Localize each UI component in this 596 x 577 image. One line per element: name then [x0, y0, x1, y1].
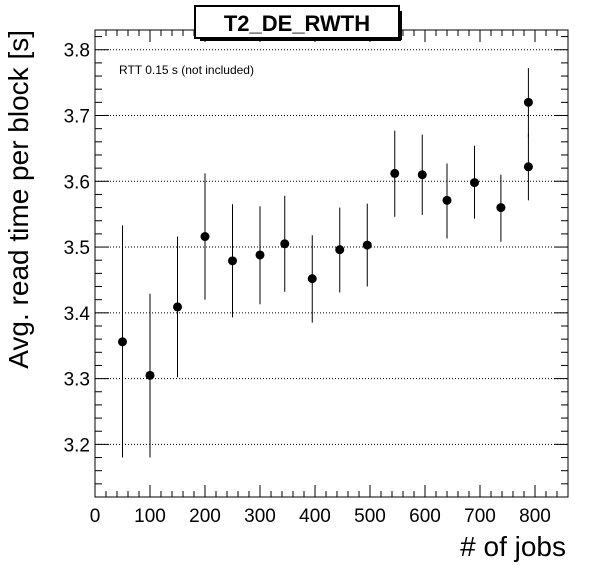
data-point-group: [173, 236, 182, 378]
x-tick-label: 600: [409, 506, 441, 527]
data-point: [523, 162, 533, 172]
y-axis-label: Avg. read time per block [s]: [3, 30, 34, 369]
data-point: [496, 203, 506, 213]
data-point-group: [280, 195, 290, 292]
data-point-group: [523, 133, 533, 201]
y-tick-label: 3.2: [64, 435, 90, 456]
x-tick-label: 400: [299, 506, 331, 527]
data-point: [470, 178, 479, 188]
data-point-group: [307, 235, 317, 323]
data-point: [362, 240, 372, 250]
y-tick-label: 3.3: [64, 370, 90, 391]
data-point: [118, 337, 127, 347]
data-point-group: [335, 207, 345, 293]
y-tick-label: 3.6: [64, 172, 90, 193]
y-tick-label: 3.8: [64, 41, 90, 62]
x-tick-label: 100: [134, 506, 166, 527]
axes: 0 100 200 300 400 500 600 700 800 3.2 3.3 3.4 3.5 3.6…: [64, 29, 569, 527]
x-tick-label: 200: [189, 506, 221, 527]
data-point-group: [228, 204, 237, 318]
data-point-group: [145, 293, 155, 458]
data-point-group: [200, 173, 210, 300]
y-tick-label: 3.7: [64, 107, 90, 128]
data-point-group: [390, 130, 400, 217]
x-tick-label: 500: [354, 506, 386, 527]
data-point-group: [255, 206, 265, 305]
x-tick-label: 700: [464, 506, 496, 527]
data-point: [200, 232, 210, 242]
data-point-group: [496, 174, 506, 242]
data-point: [335, 245, 345, 255]
data-point: [307, 274, 317, 284]
data-point: [228, 256, 237, 266]
y-tick-label: 3.5: [64, 238, 90, 259]
data-point: [173, 302, 182, 312]
grid: [95, 49, 568, 445]
rtt-annotation: RTT 0.15 s (not included): [119, 63, 254, 77]
x-axis-label: # of jobs: [460, 531, 566, 562]
data-point-group: [417, 134, 427, 215]
data-point-group: [523, 68, 533, 138]
title-box: [194, 5, 400, 39]
data-point: [442, 195, 452, 205]
data-point: [417, 170, 427, 180]
x-tick-label: 0: [90, 506, 101, 527]
data-point: [523, 97, 533, 107]
chart-title: T2_DE_RWTH: [224, 11, 370, 36]
data-point-group: [470, 145, 479, 219]
data-points: [118, 68, 533, 458]
x-tick-label: 300: [244, 506, 276, 527]
data-point: [145, 370, 155, 380]
data-point: [280, 239, 290, 249]
x-tick-label: 800: [519, 506, 551, 527]
y-tick-label: 3.4: [64, 304, 91, 325]
data-point-group: [442, 163, 452, 239]
data-point-group: [362, 203, 372, 287]
data-point-group: [118, 225, 127, 458]
data-point: [255, 250, 265, 260]
data-point: [390, 168, 400, 178]
